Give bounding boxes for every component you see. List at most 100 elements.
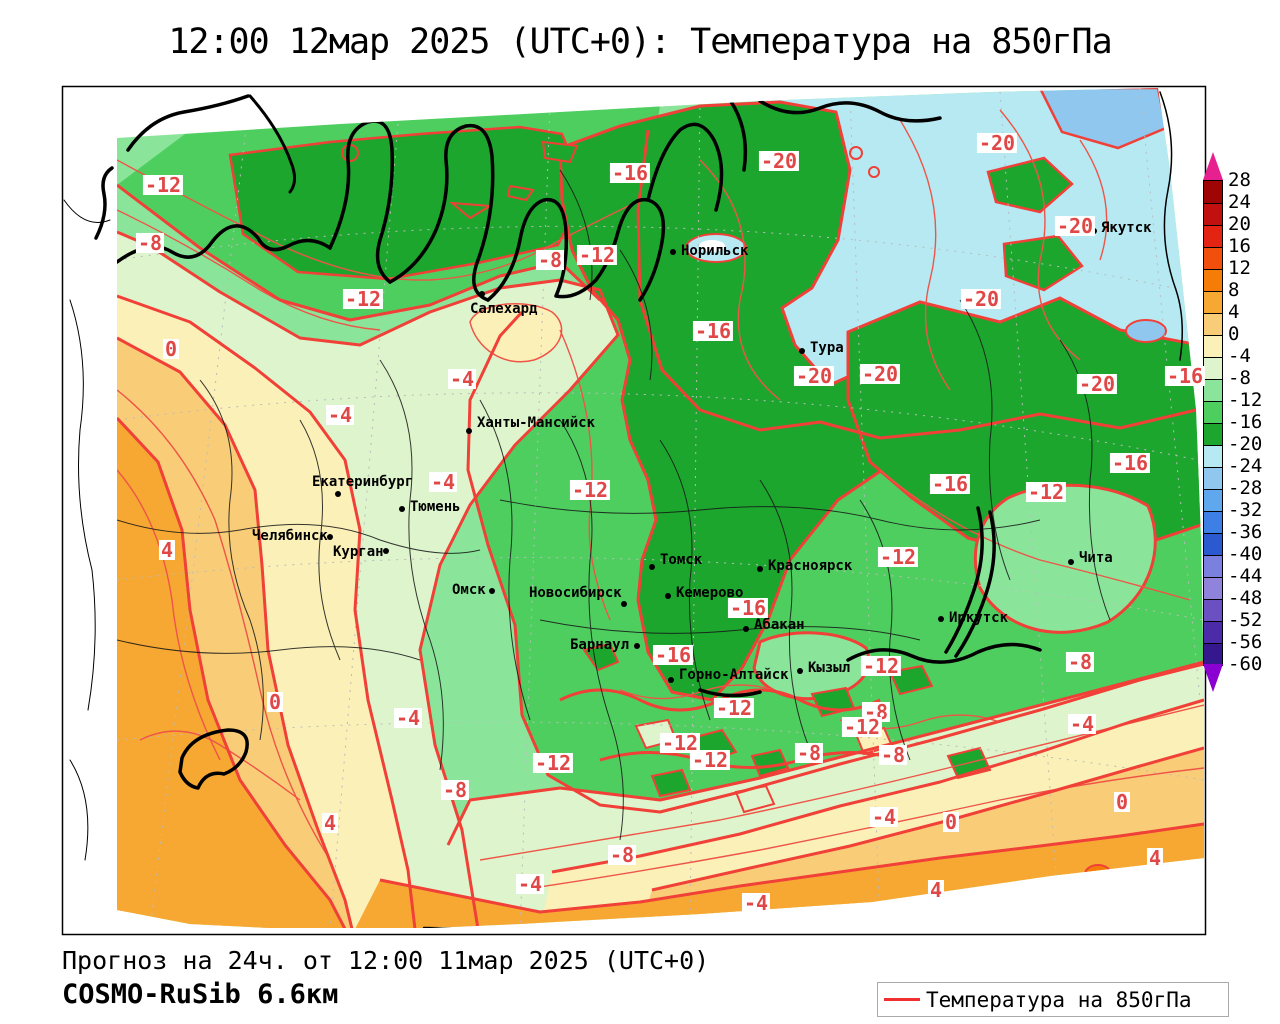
colorbar-tick-label: 20 [1228, 213, 1251, 235]
contour-label: -16 [1109, 451, 1151, 475]
colorbar-tick-label: -36 [1228, 521, 1263, 543]
city-dot [757, 566, 763, 572]
city-dot [335, 491, 341, 497]
contour-label: -12 [569, 478, 611, 502]
colorbar-tick-label: -24 [1228, 455, 1263, 477]
colorbar-tick-label: -20 [1228, 433, 1263, 455]
contour-label: 0 [162, 337, 180, 361]
city-label: Чита [1079, 550, 1113, 566]
colorbar-cell [1204, 533, 1222, 555]
city-label: Новосибирск [529, 585, 622, 601]
contour-label: 0 [942, 810, 960, 834]
colorbar-cell [1204, 599, 1222, 621]
contour-label: -8 [794, 741, 824, 765]
contour-label: -8 [440, 778, 470, 802]
cold-pocket-core [699, 240, 725, 252]
colorbar-cell [1204, 467, 1222, 489]
colorbar-cell [1204, 489, 1222, 511]
pocket-chita [973, 483, 1157, 634]
contour-label: -20 [1054, 214, 1096, 238]
city-dot [466, 428, 472, 434]
colorbar-cells [1203, 180, 1223, 666]
contour-label: -16 [692, 319, 734, 343]
city-label: Барнаул [570, 637, 630, 653]
contour-ring [849, 146, 863, 160]
city-dot [797, 668, 803, 674]
city-label: Норильск [681, 243, 749, 259]
colorbar-tick-label: -60 [1228, 653, 1263, 675]
city-label: Омск [452, 582, 486, 598]
city-label: Кемерово [676, 585, 744, 601]
colorbar-tick-label: -16 [1228, 411, 1263, 433]
colorbar-cell [1204, 401, 1222, 423]
colorbar-tick-label: -32 [1228, 499, 1263, 521]
city-dot [327, 534, 333, 540]
dark-island [1002, 234, 1084, 292]
colorbar-cell [1204, 445, 1222, 467]
colorbar-cell [1204, 511, 1222, 533]
legend-line-sample [884, 998, 920, 1001]
contour-label: -20 [758, 149, 800, 173]
contour-label: -20 [793, 364, 835, 388]
legend-label: Температура на 850гПа [926, 987, 1192, 1012]
colorbar-cell [1204, 423, 1222, 445]
colorbar-tick-label: 8 [1228, 279, 1240, 301]
colorbar-cell [1204, 577, 1222, 599]
contour-label: -12 [860, 654, 902, 678]
band-central-dark [558, 100, 904, 702]
colorbar-tick-label: 24 [1228, 191, 1251, 213]
colorbar-cell [1204, 621, 1222, 643]
contour-label: -12 [532, 751, 574, 775]
colorbar-cell [1204, 291, 1222, 313]
contour-label: 4 [927, 878, 945, 902]
city-label: Тура [810, 340, 844, 356]
contour-label: -4 [1067, 712, 1097, 736]
contour-label: -12 [689, 748, 731, 772]
contour-label: -16 [727, 596, 769, 620]
dark-patch [541, 140, 579, 164]
city-dot [489, 588, 495, 594]
contour-label: 0 [266, 690, 284, 714]
contour-label: -16 [929, 472, 971, 496]
city-label: Кызыл [808, 660, 851, 676]
colorbar-cell [1204, 225, 1222, 247]
contour-label: -20 [1076, 372, 1118, 396]
city-label: Тюмень [410, 499, 461, 515]
colorbar-tick-label: -44 [1228, 565, 1263, 587]
contour-label: -4 [869, 805, 899, 829]
contour-label: -4 [741, 891, 771, 915]
contour-label: -16 [609, 161, 651, 185]
contour-label: -8 [135, 231, 165, 255]
contour-label: -20 [976, 131, 1018, 155]
contour-label: -8 [1065, 650, 1095, 674]
city-label: Абакан [754, 617, 805, 633]
contour-label: -4 [393, 706, 423, 730]
colorbar-arrow-bottom [1203, 664, 1223, 692]
dark-patch [448, 201, 494, 220]
colorbar-cell [1204, 357, 1222, 379]
contour-label: -4 [325, 403, 355, 427]
colorbar-cell [1204, 335, 1222, 357]
city-dot [1068, 559, 1074, 565]
colorbar-tick-label: -40 [1228, 543, 1263, 565]
forecast-info: Прогноз на 24ч. от 12:00 11мар 2025 (UTC… [62, 946, 710, 975]
contour-label: -8 [607, 843, 637, 867]
city-dot [649, 564, 655, 570]
contour-label: -12 [576, 243, 618, 267]
contour-label: 4 [158, 538, 176, 562]
city-label: Курган [333, 544, 384, 560]
colorbar-tick-label: -12 [1228, 389, 1263, 411]
city-label: Красноярск [768, 558, 853, 574]
colorbar-tick-label: 12 [1228, 257, 1251, 279]
colorbar-tick-label: 0 [1228, 323, 1240, 345]
dark-patch [506, 184, 535, 202]
dark-island [986, 156, 1074, 214]
colorbar-cell [1204, 203, 1222, 225]
colorbar-tick-label: -56 [1228, 631, 1263, 653]
contour-label: -12 [142, 173, 184, 197]
colorbar-tick-label: 28 [1228, 169, 1251, 191]
contour-label: -12 [659, 731, 701, 755]
city-dot [670, 249, 676, 255]
city-dot [383, 548, 389, 554]
